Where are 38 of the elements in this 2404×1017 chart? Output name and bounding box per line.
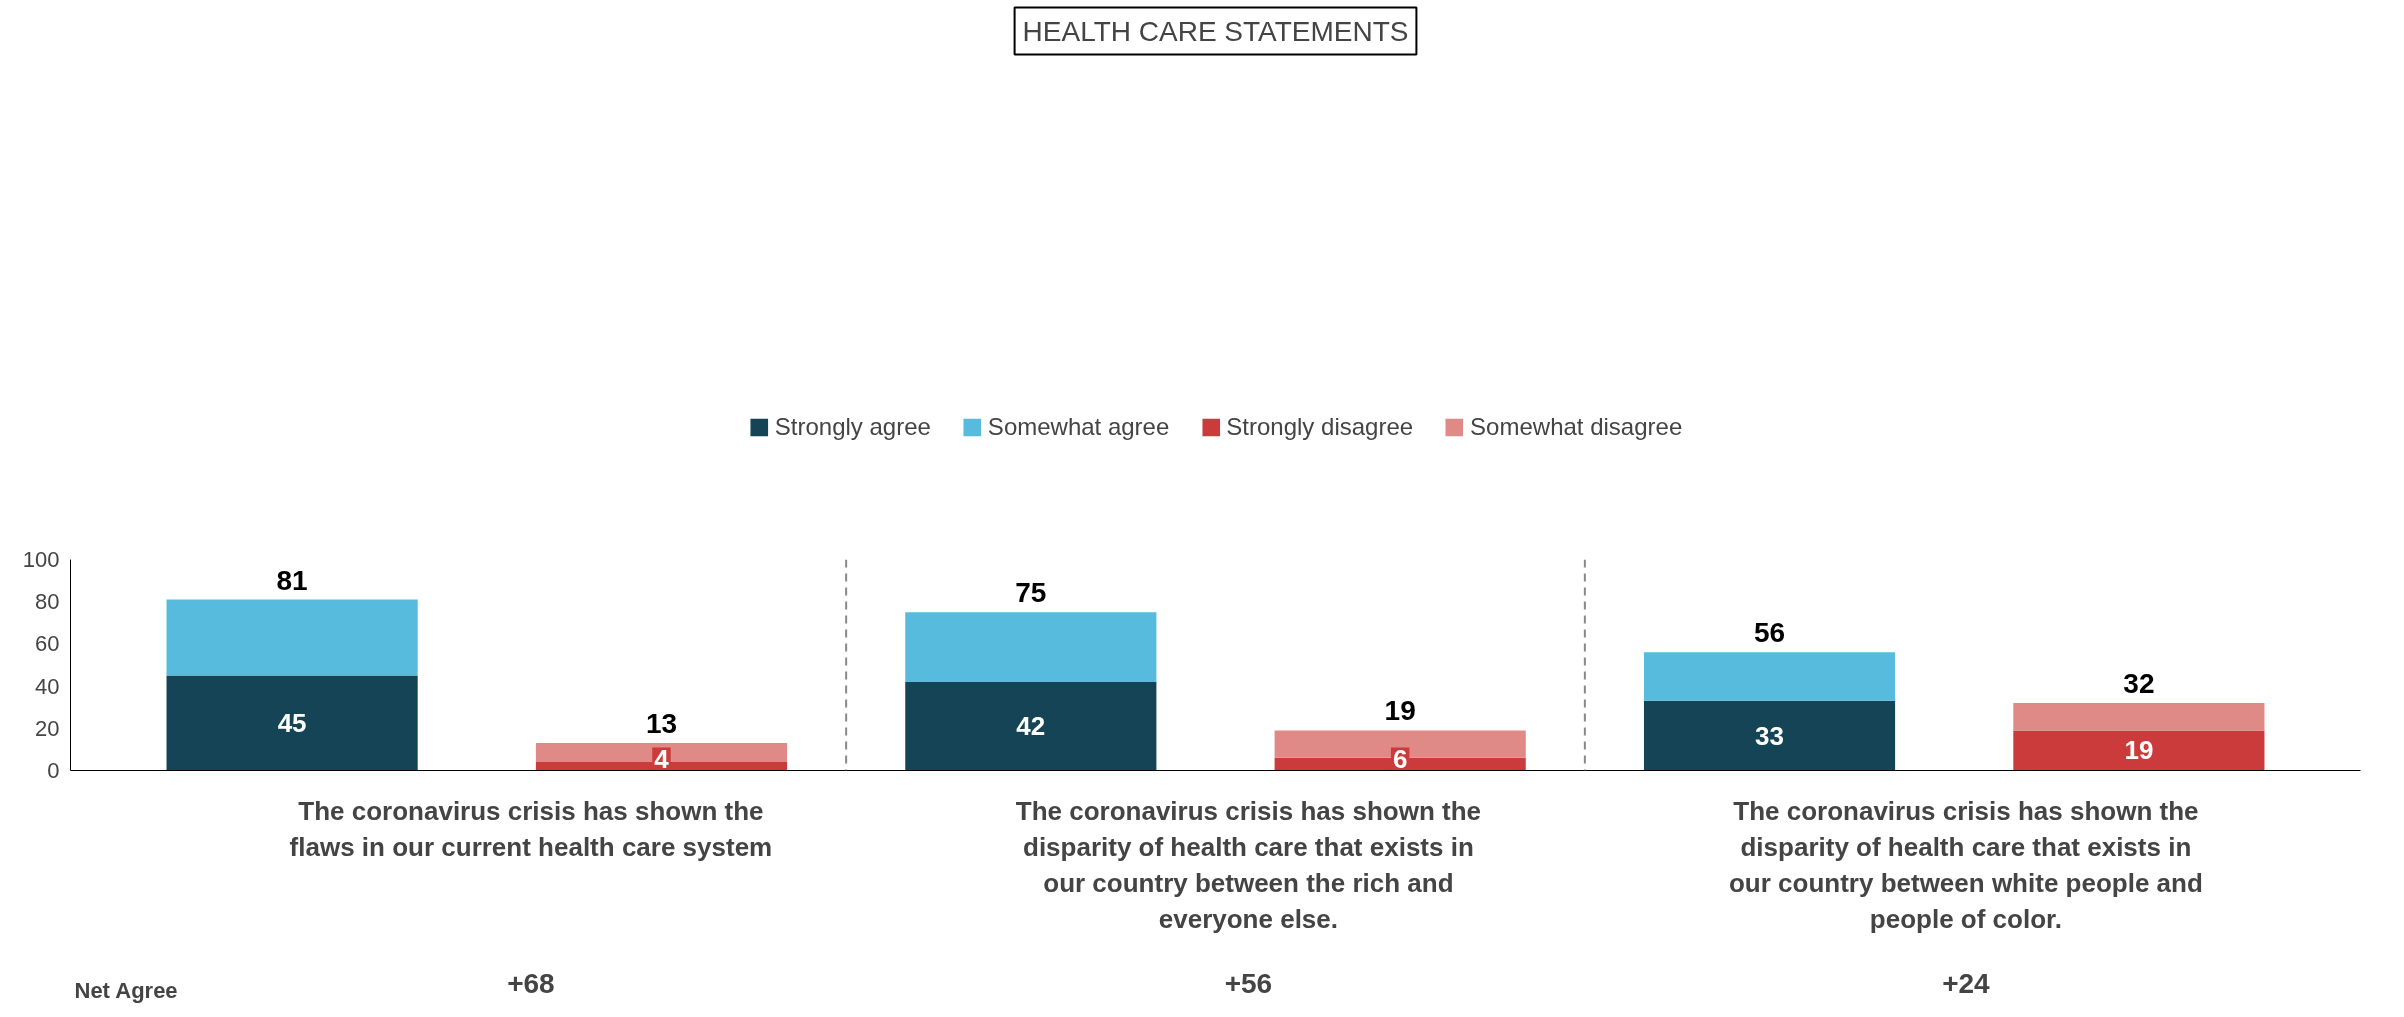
text: The coronavirus crisis has shown the flaws in our current health care system (289, 795, 773, 862)
total-label: 75 (1015, 577, 1047, 609)
total-label: 81 (276, 564, 308, 596)
bar (905, 681, 1157, 771)
legend-label: Somewhat disagree (1470, 413, 1683, 441)
y-tick-label: 20 (35, 715, 60, 741)
bar (166, 675, 418, 771)
total-label: 56 (1753, 617, 1786, 649)
legend-label: Strongly agree (774, 413, 931, 441)
y-tick-label: 0 (47, 758, 60, 783)
y-tick-label: 100 (22, 547, 60, 572)
chart-title: HEALTH CARE STATEMENTS (1022, 15, 1409, 47)
text: +68 (507, 967, 555, 999)
bar (905, 612, 1157, 682)
data-label: 42 (1016, 711, 1046, 742)
bar (166, 599, 418, 676)
total-label: 13 (645, 708, 678, 740)
text: Net Agree (74, 977, 178, 1003)
bar (1643, 652, 1896, 701)
bar (2013, 730, 2265, 771)
text: +24 (1942, 967, 1991, 999)
text: The coronavirus crisis has shown the disparity of health care that exists in our country between the rich and everyone else. (1015, 795, 1482, 934)
total-label: 19 (1384, 695, 1416, 727)
legend-label: Somewhat agree (987, 413, 1170, 441)
y-tick-label: 80 (35, 589, 60, 615)
data-label: 33 (1755, 720, 1784, 751)
data-label: 6 (1392, 743, 1408, 774)
y-tick-label: 60 (35, 631, 60, 657)
legend-label: Strongly disagree (1226, 413, 1414, 441)
data-label: 45 (277, 708, 307, 739)
text: +56 (1224, 967, 1273, 999)
bar (2013, 702, 2265, 731)
data-label: 19 (2124, 735, 2154, 766)
total-label: 32 (2123, 667, 2155, 699)
text: The coronavirus crisis has shown the disparity of health care that exists in our country between white people and people of color. (1728, 795, 2203, 934)
y-tick-label: 40 (35, 673, 60, 699)
data-label: 4 (654, 743, 670, 774)
bar (1643, 700, 1896, 771)
